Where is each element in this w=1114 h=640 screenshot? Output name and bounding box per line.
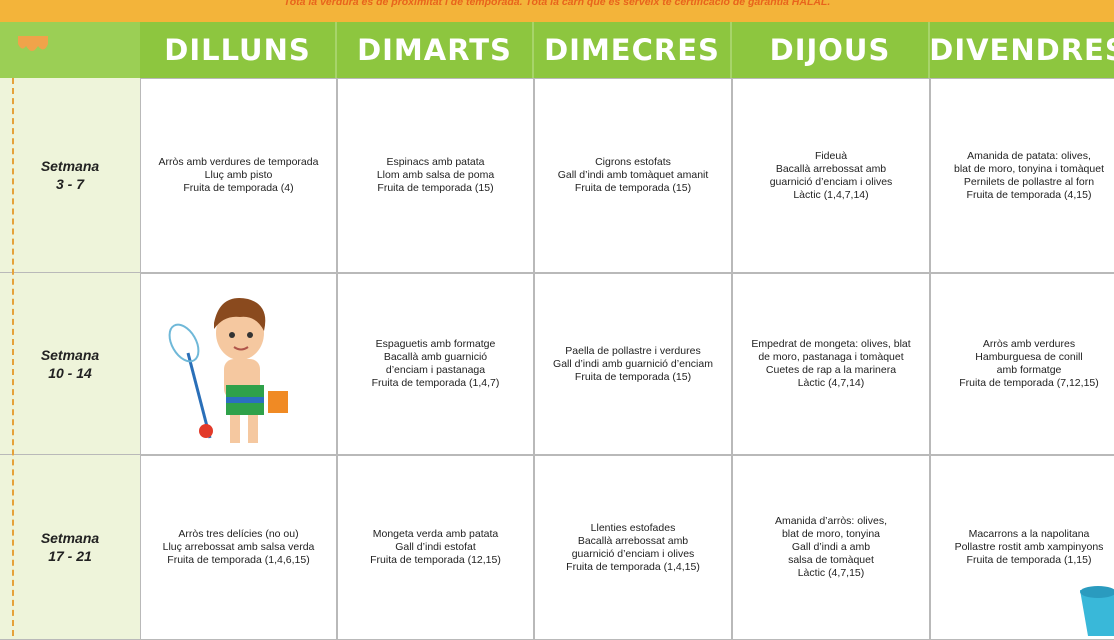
dish: Amanida d’arròs: olives,	[774, 515, 888, 527]
dish: Bacallà arrebossat amb	[775, 162, 887, 175]
dish: Lluç amb pisto	[204, 169, 273, 181]
dish: Hamburguesa de conill	[975, 351, 1083, 363]
menu-cell: Amanida de patata: olives, blat de moro, …	[930, 78, 1114, 273]
menu-cell: Arròs amb verdures de temporada Lluç amb …	[140, 78, 337, 273]
dish: Fruita de temporada (1,15)	[966, 554, 1092, 566]
week-label-line: Setmana	[40, 530, 100, 546]
dish: Arròs tres delícies (no ou)	[178, 528, 299, 540]
dish: Llenties estofades	[590, 521, 676, 534]
dish: Bacallà amb guarnició	[383, 351, 488, 363]
dish: de moro, pastanaga i tomàquet	[758, 351, 904, 363]
dish: Fruita de temporada (12,15)	[370, 554, 501, 566]
dish: Bacallà arrebossat amb	[577, 534, 689, 547]
dish: salsa de tomàquet	[788, 554, 874, 566]
dish: Pollastre rostit amb xampinyons	[954, 541, 1104, 553]
dashed-line	[12, 78, 14, 636]
menu-cell: Empedrat de mongeta: olives, blat de moro…	[732, 273, 930, 455]
week-label-line: Setmana	[40, 158, 100, 174]
dish: Fruita de temporada (7,12,15)	[959, 377, 1099, 389]
menu-cell: Arròs tres delícies (no ou) Lluç arreboss…	[140, 455, 337, 640]
week-label: Setmana 3 - 7	[0, 78, 140, 273]
dish: Fruita de temporada (1,4,15)	[566, 560, 700, 573]
dish: amb formatge	[996, 364, 1062, 376]
dish: Empedrat de mongeta: olives, blat	[751, 338, 911, 350]
dish: Arròs amb verdures	[982, 338, 1076, 350]
dish: Arròs amb verdures de temporada	[158, 156, 319, 168]
dish: guarnició d’enciam i olives	[571, 547, 695, 560]
week-label-line: Setmana	[40, 346, 100, 363]
corner-icon	[18, 36, 48, 51]
dish: Fideuà	[814, 149, 848, 162]
menu-cell: Amanida d’arròs: olives, blat de moro, to…	[732, 455, 930, 640]
dish: Cigrons estofats	[595, 156, 671, 168]
dish: Llom amb salsa de poma	[376, 169, 495, 181]
menu-cell: Espinacs amb patata Llom amb salsa de pom…	[337, 78, 534, 273]
menu-cell: Paella de pollastre i verdures Gall d’ind…	[534, 273, 732, 455]
dish: Gall d’indi a amb	[791, 541, 871, 553]
day-header: DIVENDRES	[929, 22, 1114, 78]
menu-cell: Fideuà Bacallà arrebossat amb guarnició d’…	[732, 78, 930, 273]
dish: blat de moro, tonyina i tomàquet	[953, 162, 1104, 175]
dish: Amanida de patata: olives,	[967, 149, 1091, 162]
dish: Espaguetis amb formatge	[375, 338, 496, 350]
dish: Làctic (1,4,7,14)	[793, 188, 869, 201]
dish: Fruita de temporada (4)	[183, 182, 294, 194]
dish: Fruita de temporada (4,15)	[966, 188, 1092, 201]
dish: Cuetes de rap a la marinera	[765, 364, 897, 376]
dish: Mongeta verda amb patata	[372, 528, 499, 540]
day-header: DIMECRES	[534, 22, 732, 78]
menu-cell: Arròs amb verdures Hamburguesa de conill a…	[930, 273, 1114, 455]
corner	[0, 22, 140, 78]
menu-cell: Macarrons a la napolitana Pollastre rosti…	[930, 455, 1114, 640]
week-label-line: 10 - 14	[48, 364, 92, 381]
week-label: Setmana 10 - 14	[0, 273, 140, 455]
week-label-line: 3 - 7	[55, 176, 84, 192]
dish: Paella de pollastre i verdures	[565, 344, 701, 357]
dish: Fruita de temporada (1,4,7)	[371, 377, 500, 389]
dish: Fruita de temporada (15)	[574, 370, 692, 383]
dish: Macarrons a la napolitana	[968, 528, 1090, 540]
dish: Pernilets de pollastre al forn	[963, 175, 1095, 188]
dish: guarnició d’enciam i olives	[769, 175, 893, 188]
dish: d’enciam i pastanaga	[385, 364, 486, 376]
dish: blat de moro, tonyina	[781, 528, 881, 540]
dish: Fruita de temporada (1,4,6,15)	[167, 554, 310, 566]
day-header: DILLUNS	[140, 22, 337, 78]
dish: Làctic (4,7,14)	[797, 377, 865, 389]
week-label: Setmana 17 - 21	[0, 455, 140, 640]
dish: Làctic (4,7,15)	[797, 567, 865, 579]
boy-illustration	[168, 298, 288, 443]
menu-cell: Espaguetis amb formatge Bacallà amb guarn…	[337, 273, 534, 455]
dish: Gall d’indi estofat	[395, 541, 476, 553]
dish: Fruita de temporada (15)	[574, 182, 692, 194]
menu-cell: Llenties estofades Bacallà arrebossat amb…	[534, 455, 732, 640]
notice: Tota la verdura és de proximitat i de te…	[283, 0, 831, 8]
day-header: DIJOUS	[732, 22, 930, 78]
dish: Gall d’indi amb tomàquet amanit	[557, 169, 709, 181]
dish: Fruita de temporada (15)	[377, 182, 494, 194]
dish: Gall d’indi amb guarnició d’enciam	[553, 357, 713, 370]
menu-cell: Mongeta verda amb patata Gall d’indi esto…	[337, 455, 534, 640]
menu-cell: Cigrons estofats Gall d’indi amb tomàquet…	[534, 78, 732, 273]
dish: Lluç arrebossat amb salsa verda	[162, 541, 315, 553]
day-header: DIMARTS	[337, 22, 534, 78]
bucket-decoration	[1080, 586, 1114, 636]
week-label-line: 17 - 21	[48, 548, 92, 564]
dish: Espinacs amb patata	[386, 156, 485, 168]
